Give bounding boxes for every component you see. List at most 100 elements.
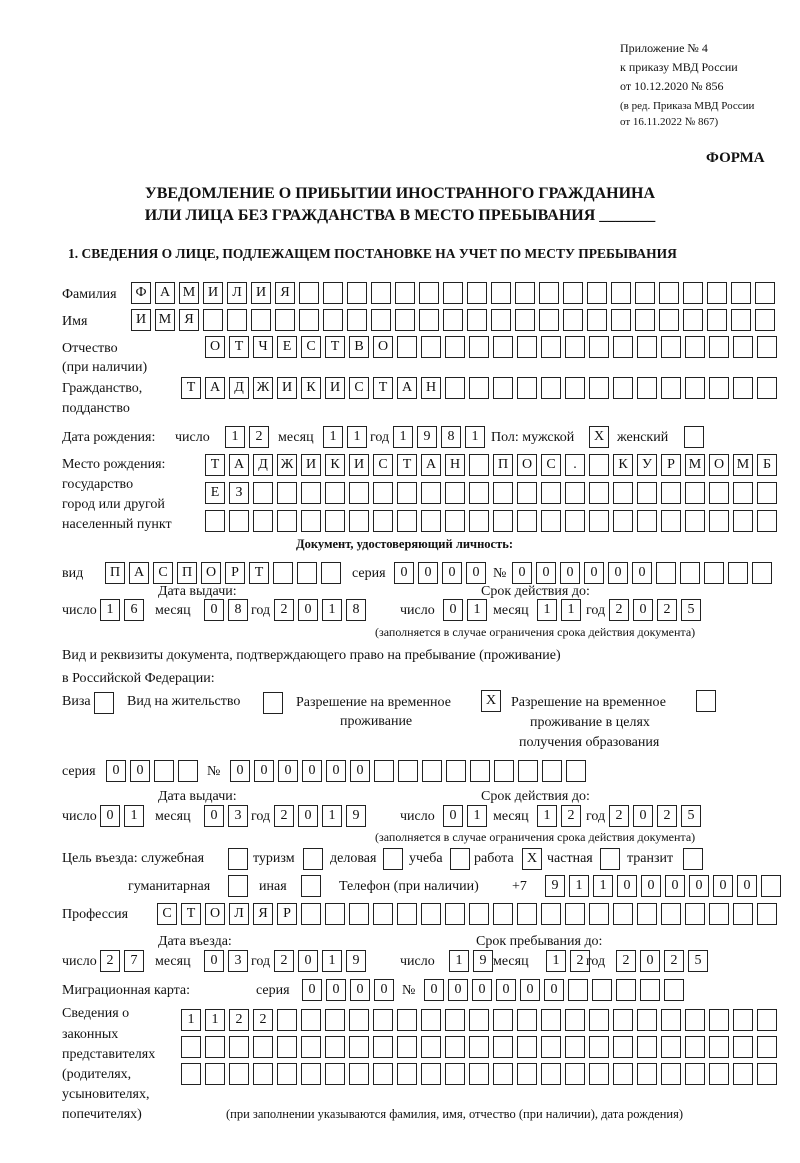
char-cell[interactable] — [395, 282, 415, 304]
char-cell[interactable]: Р — [225, 562, 245, 584]
char-cell[interactable] — [565, 1063, 585, 1085]
char-cell[interactable] — [421, 1063, 441, 1085]
char-cell[interactable] — [757, 377, 777, 399]
char-cell[interactable] — [347, 282, 367, 304]
char-cell[interactable] — [757, 903, 777, 925]
char-cell[interactable] — [637, 336, 657, 358]
char-cell[interactable] — [539, 282, 559, 304]
char-cell[interactable]: 3 — [228, 950, 248, 972]
char-cell[interactable] — [229, 510, 249, 532]
char-cell[interactable] — [589, 903, 609, 925]
char-cell[interactable]: 2 — [274, 805, 294, 827]
male-checkbox[interactable]: X — [589, 426, 609, 448]
char-cell[interactable] — [635, 282, 655, 304]
char-cell[interactable] — [517, 1036, 537, 1058]
char-cell[interactable] — [349, 510, 369, 532]
char-cell[interactable]: 1 — [467, 599, 487, 621]
char-cell[interactable]: 0 — [204, 950, 224, 972]
char-cell[interactable] — [469, 1036, 489, 1058]
char-cell[interactable]: 5 — [681, 599, 701, 621]
char-cell[interactable]: 0 — [472, 979, 492, 1001]
char-cell[interactable] — [613, 1063, 633, 1085]
char-cell[interactable] — [592, 979, 612, 1001]
char-cell[interactable] — [517, 510, 537, 532]
purpose-work-checkbox[interactable]: X — [522, 848, 542, 870]
char-cell[interactable] — [517, 336, 537, 358]
char-cell[interactable] — [565, 336, 585, 358]
char-cell[interactable] — [397, 1063, 417, 1085]
char-cell[interactable]: 0 — [254, 760, 274, 782]
char-cell[interactable] — [517, 377, 537, 399]
char-cell[interactable] — [228, 848, 248, 870]
char-cell[interactable] — [374, 760, 394, 782]
char-cell[interactable] — [301, 1063, 321, 1085]
char-cell[interactable] — [397, 336, 417, 358]
char-cell[interactable] — [491, 309, 511, 331]
char-cell[interactable] — [680, 562, 700, 584]
char-cell[interactable]: М — [155, 309, 175, 331]
char-cell[interactable] — [757, 1036, 777, 1058]
char-cell[interactable] — [493, 377, 513, 399]
char-cell[interactable] — [709, 1036, 729, 1058]
char-cell[interactable] — [565, 377, 585, 399]
char-cell[interactable] — [94, 692, 114, 714]
char-cell[interactable] — [661, 377, 681, 399]
char-cell[interactable] — [613, 510, 633, 532]
char-cell[interactable] — [469, 454, 489, 476]
char-cell[interactable] — [181, 1063, 201, 1085]
char-cell[interactable]: А — [229, 454, 249, 476]
char-cell[interactable] — [422, 760, 442, 782]
char-cell[interactable] — [733, 903, 753, 925]
char-cell[interactable] — [494, 760, 514, 782]
char-cell[interactable] — [613, 377, 633, 399]
char-cell[interactable]: У — [637, 454, 657, 476]
char-cell[interactable]: 1 — [124, 805, 144, 827]
char-cell[interactable]: 0 — [442, 562, 462, 584]
char-cell[interactable] — [728, 562, 748, 584]
char-cell[interactable]: 0 — [278, 760, 298, 782]
char-cell[interactable] — [611, 282, 631, 304]
char-cell[interactable]: Р — [277, 903, 297, 925]
char-cell[interactable] — [421, 510, 441, 532]
char-cell[interactable] — [709, 482, 729, 504]
char-cell[interactable]: Я — [179, 309, 199, 331]
char-cell[interactable] — [277, 1009, 297, 1031]
char-cell[interactable] — [277, 1063, 297, 1085]
char-cell[interactable] — [421, 1036, 441, 1058]
char-cell[interactable] — [517, 482, 537, 504]
char-cell[interactable] — [611, 309, 631, 331]
char-cell[interactable] — [154, 760, 174, 782]
char-cell[interactable]: 0 — [632, 562, 652, 584]
char-cell[interactable]: Т — [249, 562, 269, 584]
char-cell[interactable]: 0 — [302, 979, 322, 1001]
char-cell[interactable] — [228, 875, 248, 897]
char-cell[interactable] — [733, 377, 753, 399]
char-cell[interactable] — [685, 336, 705, 358]
visa-checkbox[interactable] — [94, 692, 114, 714]
char-cell[interactable]: А — [155, 282, 175, 304]
char-cell[interactable]: 0 — [713, 875, 733, 897]
char-cell[interactable] — [563, 309, 583, 331]
char-cell[interactable] — [205, 510, 225, 532]
purpose-private-checkbox[interactable] — [600, 848, 620, 870]
char-cell[interactable] — [757, 510, 777, 532]
char-cell[interactable]: К — [325, 454, 345, 476]
char-cell[interactable]: Я — [253, 903, 273, 925]
char-cell[interactable] — [445, 336, 465, 358]
char-cell[interactable] — [589, 454, 609, 476]
char-cell[interactable] — [349, 482, 369, 504]
char-cell[interactable]: 2 — [570, 950, 590, 972]
char-cell[interactable]: 0 — [617, 875, 637, 897]
char-cell[interactable]: 0 — [689, 875, 709, 897]
char-cell[interactable] — [395, 309, 415, 331]
char-cell[interactable] — [349, 1009, 369, 1031]
char-cell[interactable] — [227, 309, 247, 331]
